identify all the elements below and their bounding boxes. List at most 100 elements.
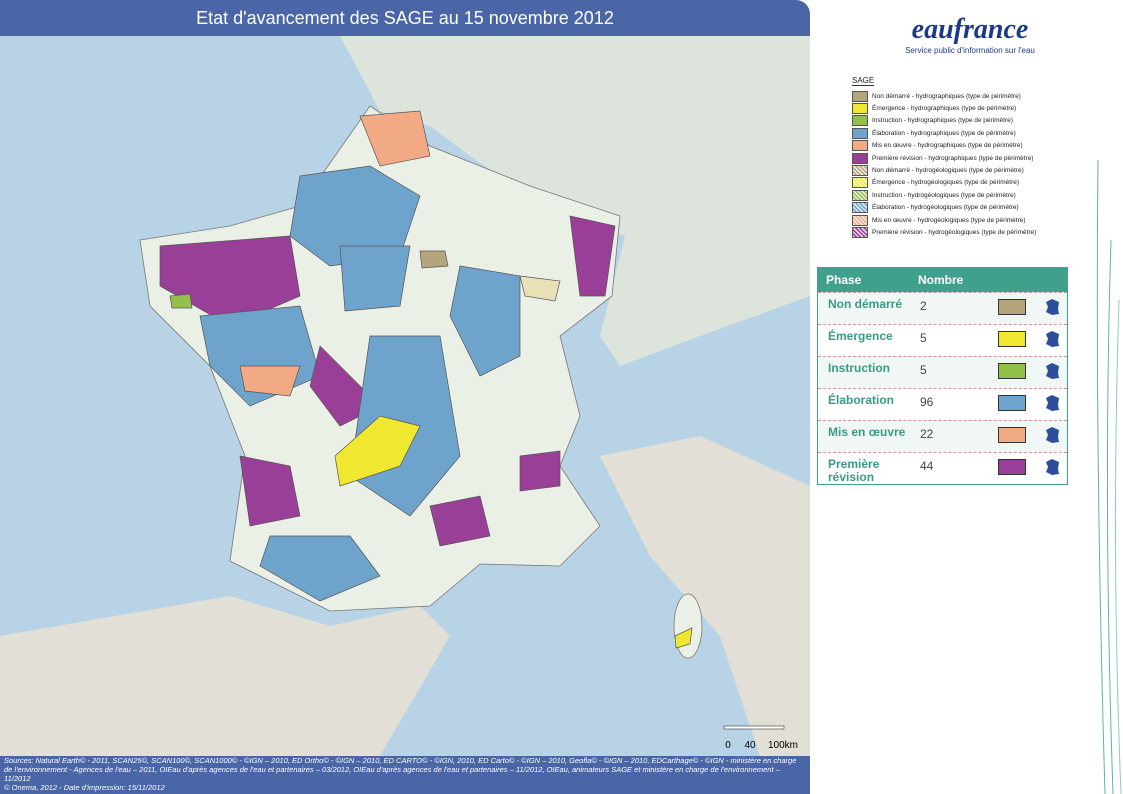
zoom-icon[interactable]: [1043, 394, 1061, 412]
legend-label: Instruction - hydrogéologiques (type de …: [872, 191, 1016, 199]
count: 2: [920, 299, 927, 313]
legend-label: Première révision - hydrogéologiques (ty…: [872, 228, 1037, 236]
legend-item: Émergence - hydrographiques (type de pér…: [852, 102, 1036, 115]
phase: Mis en œuvre: [828, 425, 906, 439]
legend-item: Élaboration - hydrogéologiques (type de …: [852, 202, 1036, 214]
legend-swatch: [852, 165, 868, 177]
area: [419, 250, 449, 269]
legend-item: Instruction - hydrographiques (type de p…: [852, 115, 1036, 127]
area: [519, 275, 561, 302]
deco-line: [1106, 239, 1114, 794]
legend-label: Première révision - hydrographiques (typ…: [872, 154, 1034, 162]
table-header: Phase Nombre: [818, 268, 1067, 292]
count: 22: [920, 427, 934, 441]
scale-label: 100km: [768, 740, 798, 751]
table-body: Non démarré 2 Émergence 5 Instruction 5 Élabor…: [818, 292, 1067, 484]
legend-item: Première révision - hydrogéologiques (ty…: [852, 226, 1036, 238]
area: [239, 455, 301, 527]
table-row: Non démarré 2: [818, 292, 1067, 324]
deco-line: [1096, 159, 1106, 794]
phase-swatch: [998, 299, 1026, 315]
legend-item: Émergence - hydrogéologiques (type de pé…: [852, 177, 1036, 189]
area: [239, 365, 301, 397]
zoom-icon[interactable]: [1043, 458, 1061, 476]
legend-label: Élaboration - hydrographiques (type de p…: [872, 129, 1016, 137]
phase-swatch: [998, 363, 1026, 379]
scale-bar: 0 40 100km: [723, 725, 798, 751]
zoom-icon[interactable]: [1043, 298, 1061, 316]
legend-item: Instruction - hydrogéologiques (type de …: [852, 189, 1036, 201]
legend-items: Non démarré - hydrographiques (type de p…: [852, 90, 1036, 239]
zoom-icon[interactable]: [1043, 330, 1061, 348]
legend-swatch: [852, 115, 868, 127]
legend-item: Première révision - hydrographiques (typ…: [852, 152, 1036, 164]
area: [674, 627, 693, 649]
corsica: [673, 593, 703, 659]
legend-label: Instruction - hydrographiques (type de p…: [872, 117, 1013, 125]
area: [334, 415, 421, 487]
deco-line: [1114, 299, 1122, 794]
area: [449, 265, 521, 377]
legend-item: Mis en œuvre - hydrographiques (type de …: [852, 140, 1036, 152]
count: 96: [920, 395, 934, 409]
legend-label: Mis en œuvre - hydrographiques (type de …: [872, 142, 1023, 150]
phase: Non démarré: [828, 297, 903, 311]
map[interactable]: 0 40 100km: [0, 36, 810, 756]
phase: Élaboration: [828, 393, 895, 407]
table-row: Instruction 5: [818, 356, 1067, 388]
phase: Émergence: [828, 329, 893, 343]
area: [519, 450, 561, 492]
legend-swatch: [852, 90, 868, 102]
phase: Première révision: [828, 457, 880, 484]
map-panel: Etat d'avancement des SAGE au 15 novembr…: [0, 0, 810, 794]
count: 5: [920, 363, 927, 377]
spain: [0, 596, 450, 756]
france-icon: [1046, 331, 1059, 347]
area: [339, 245, 411, 312]
scale-line: [723, 725, 785, 730]
legend-swatch: [852, 152, 868, 164]
legend-item: Non démarré - hydrogéologiques (type de …: [852, 164, 1036, 177]
legend-swatch: [852, 189, 868, 201]
france-icon: [1046, 363, 1059, 379]
zoom-icon[interactable]: [1043, 362, 1061, 380]
legend-item: Mis en œuvre - hydrogéologiques (type de…: [852, 214, 1036, 226]
phase-swatch: [998, 427, 1026, 443]
decoration: [1096, 159, 1122, 794]
phase: Instruction: [828, 361, 890, 375]
table-row: Mis en œuvre 22: [818, 420, 1067, 452]
area: [259, 535, 381, 602]
legend-title: SAGE: [852, 76, 875, 86]
table-row: Première révision 44: [818, 452, 1067, 484]
count: 44: [920, 459, 934, 473]
sources: Sources: Natural Earth© - 2011, SCAN25©,…: [4, 756, 804, 792]
france-icon: [1046, 299, 1059, 315]
area: [169, 293, 193, 309]
phase-swatch: [998, 395, 1026, 411]
logo: eaufrance Service public d'information s…: [900, 14, 1040, 55]
area: [429, 495, 491, 547]
sources-line: © Onema, 2012 - Date d'impression: 15/11…: [4, 783, 165, 792]
france-icon: [1046, 395, 1059, 411]
legend-label: Non démarré - hydrogéologiques (type de …: [872, 167, 1024, 175]
area: [569, 215, 616, 297]
legend-swatch: [852, 226, 868, 238]
france-icon: [1046, 459, 1059, 475]
header-cell[interactable]: Phase: [826, 273, 862, 287]
legend-item: Élaboration - hydrographiques (type de p…: [852, 127, 1036, 139]
title: Etat d'avancement des SAGE au 15 novembr…: [196, 8, 614, 28]
italy: [600, 436, 810, 756]
legend-label: Élaboration - hydrogéologiques (type de …: [872, 204, 1019, 212]
legend-label: Mis en œuvre - hydrogéologiques (type de…: [872, 216, 1026, 224]
header-cell: Nombre: [918, 273, 964, 287]
logo-tagline: Service public d'information sur l'eau: [905, 46, 1035, 55]
table-row: Émergence 5: [818, 324, 1067, 356]
phase-swatch: [998, 331, 1026, 347]
logo-name: eaufrance: [911, 14, 1029, 45]
legend: SAGE Non démarré - hydrographiques (type…: [852, 76, 1036, 239]
zoom-icon[interactable]: [1043, 426, 1061, 444]
count: 5: [920, 331, 927, 345]
legend-swatch: [852, 177, 868, 189]
legend-swatch: [852, 202, 868, 214]
